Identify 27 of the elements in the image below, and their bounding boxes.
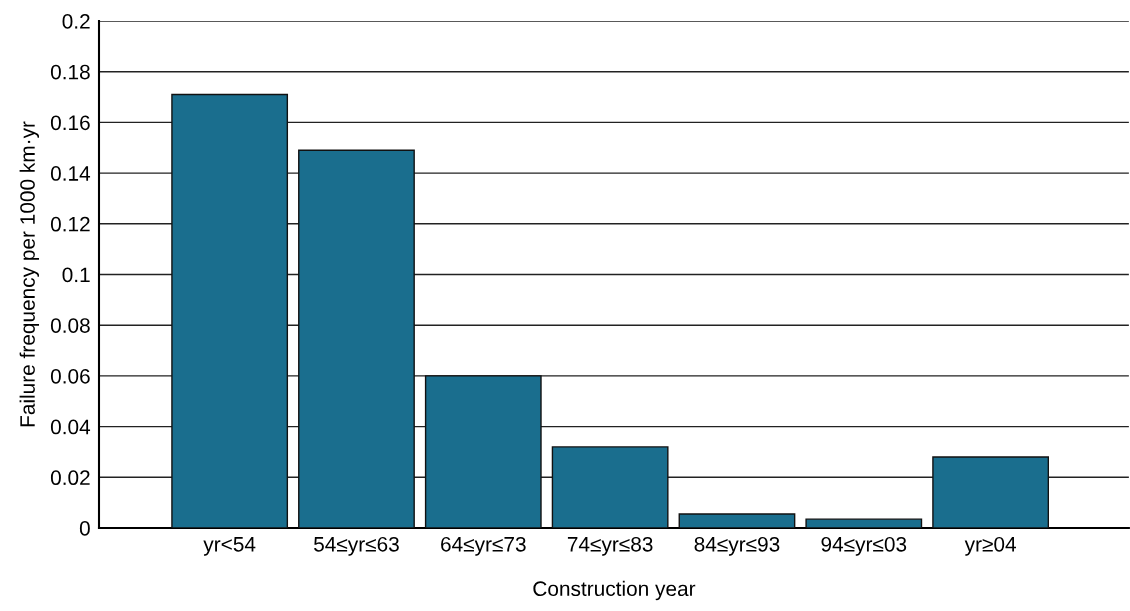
bar: [298, 149, 415, 528]
bar: [678, 513, 796, 528]
y-tick-label: 0.2: [62, 14, 90, 29]
y-tick-label: 0.14: [50, 166, 91, 181]
bar: [805, 518, 923, 528]
x-tick-label: yr≥04: [964, 536, 1016, 556]
bar: [424, 375, 542, 528]
y-tick-label: 0.08: [50, 318, 90, 333]
x-tick-label: 84≤yr≤93: [694, 536, 780, 556]
y-tick-label: 0: [79, 521, 90, 536]
y-tick-label: 0.18: [50, 64, 90, 80]
bar: [171, 93, 289, 528]
y-tick-label: 0.16: [50, 115, 90, 131]
y-tick-label: 0.04: [50, 419, 91, 435]
y-axis-title: Failure frequency per 1000 km·yr: [19, 121, 40, 427]
y-tick-label: 0.12: [50, 216, 90, 232]
y-tick-label: 0.02: [50, 470, 90, 486]
bar: [551, 446, 669, 528]
x-tick-label: 64≤yr≤73: [441, 536, 526, 556]
x-tick-label: 54≤yr≤63: [314, 536, 399, 556]
x-axis-title: Construction year: [533, 580, 696, 601]
x-tick-label: yr<54: [203, 537, 256, 556]
x-tick-label: 94≤yr≤03: [821, 536, 907, 556]
y-tick-label: 0.1: [62, 267, 90, 283]
y-tick-label: 0.06: [50, 368, 90, 384]
x-tick-label: 74≤yr≤83: [567, 536, 653, 556]
bar: [932, 456, 1050, 528]
